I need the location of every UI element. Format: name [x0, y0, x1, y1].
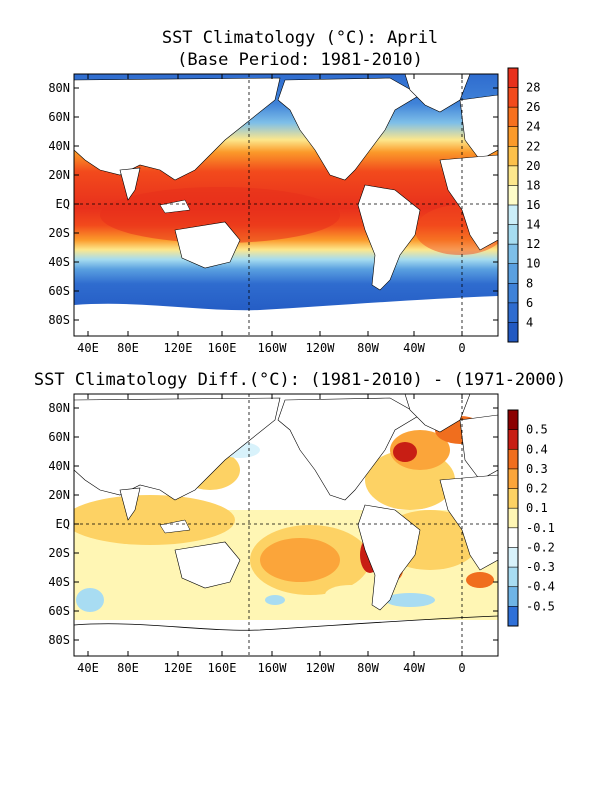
lon-label: 80W — [357, 341, 379, 355]
lon-label: 0 — [458, 661, 465, 675]
colorbar-swatch — [508, 205, 518, 226]
lon-label: 160E — [208, 661, 237, 675]
bottom-colorbar: 0.5 0.4 0.3 0.2 0.1 -0.1 -0.2 -0.3 -0.4 -0.5 — [507, 409, 555, 627]
lon-label: 0 — [458, 341, 465, 355]
top-map-axes: 80N 60N 40N 20N EQ 20S 40S 60S 80S 40E 80E 120E 160E… — [48, 74, 498, 355]
colorbar-label: 18 — [526, 178, 540, 192]
colorbar-label: 14 — [526, 218, 540, 232]
colorbar-swatch — [508, 468, 518, 490]
colorbar-label: 0.4 — [526, 442, 548, 456]
colorbar-swatch — [508, 429, 518, 450]
colorbar-swatch — [508, 68, 518, 89]
lon-label: 120E — [164, 661, 193, 675]
lat-label: 80S — [48, 313, 70, 327]
colorbar-swatch — [508, 547, 518, 568]
top-colorbar: 28 26 24 22 20 18 16 14 12 10 8 6 4 — [507, 67, 540, 343]
lat-label: 20N — [48, 488, 70, 502]
lat-label: 40N — [48, 139, 70, 153]
colorbar-swatch — [508, 410, 518, 431]
colorbar-swatch — [508, 263, 518, 284]
top-map-title: SST Climatology (°C): April — [161, 28, 439, 48]
colorbar-swatch — [508, 567, 518, 588]
colorbar-swatch — [508, 224, 518, 245]
lon-label: 40E — [77, 341, 99, 355]
bottom-map-axes: 80N 60N 40N 20N EQ 20S 40S 60S 80S 40E 80E 120E 160E… — [48, 394, 498, 675]
lat-label: 80S — [48, 633, 70, 647]
colorbar-label: 12 — [526, 237, 540, 251]
lat-label: 40N — [48, 459, 70, 473]
colorbar-swatch — [508, 606, 518, 627]
colorbar-label: 22 — [526, 139, 540, 153]
lon-label: 80E — [117, 661, 139, 675]
colorbar-swatch — [508, 302, 518, 323]
colorbar-frame — [507, 409, 519, 627]
colorbar-label: -0.2 — [526, 540, 555, 554]
colorbar-label: 0.1 — [526, 501, 548, 515]
bottom-map-title: SST Climatology Diff.(°C): (1981-2010) -… — [33, 370, 567, 390]
colorbar-label: 28 — [526, 81, 540, 95]
lon-label: 80W — [357, 661, 379, 675]
colorbar-label: -0.1 — [526, 521, 555, 535]
colorbar-label: 26 — [526, 100, 540, 114]
lat-label: 60S — [48, 284, 70, 298]
colorbar-swatch — [508, 527, 518, 548]
colorbar-label: -0.4 — [526, 580, 555, 594]
lon-label: 120W — [306, 661, 336, 675]
lat-label: EQ — [56, 517, 70, 531]
colorbar-swatch — [508, 322, 518, 343]
colorbar-label: 8 — [526, 276, 533, 290]
top-map: 80N 60N 40N 20N EQ 20S 40S 60S 80S 40E 80E 120E 160E… — [48, 73, 499, 355]
colorbar-label: -0.5 — [526, 599, 555, 613]
colorbar-label: 6 — [526, 296, 533, 310]
lon-label: 80E — [117, 341, 139, 355]
lon-label: 40W — [403, 661, 425, 675]
lat-label: EQ — [56, 197, 70, 211]
lat-label: 80N — [48, 81, 70, 95]
lat-label: 40S — [48, 255, 70, 269]
lat-label: 20S — [48, 546, 70, 560]
colorbar-swatch — [508, 449, 518, 470]
colorbar-label: 0.5 — [526, 423, 548, 437]
colorbar-swatch — [508, 586, 518, 607]
top-map-subtitle: (Base Period: 1981-2010) — [177, 50, 423, 70]
lon-label: 40W — [403, 341, 425, 355]
lon-label: 120W — [306, 341, 336, 355]
lat-label: 40S — [48, 575, 70, 589]
lat-label: 60N — [48, 110, 70, 124]
lon-label: 160W — [258, 341, 288, 355]
lon-label: 40E — [77, 661, 99, 675]
colorbar-swatch — [508, 508, 518, 529]
colorbar-swatch — [508, 126, 518, 147]
colorbar-swatch — [508, 165, 518, 186]
colorbar-label: 16 — [526, 198, 540, 212]
colorbar-swatch — [508, 87, 518, 108]
colorbar-swatch — [508, 107, 518, 128]
bottom-map: 80N 60N 40N 20N EQ 20S 40S 60S 80S 40E 80E 120E 160E… — [48, 393, 499, 675]
lat-label: 80N — [48, 401, 70, 415]
colorbar-swatch — [508, 185, 518, 206]
lat-label: 60S — [48, 604, 70, 618]
lat-label: 60N — [48, 430, 70, 444]
lon-label: 120E — [164, 341, 193, 355]
colorbar-label: 10 — [526, 257, 540, 271]
colorbar-label: 24 — [526, 120, 540, 134]
lon-label: 160W — [258, 661, 288, 675]
colorbar-label: 0.3 — [526, 462, 548, 476]
colorbar-label: -0.3 — [526, 560, 555, 574]
colorbar-label: 20 — [526, 159, 540, 173]
lon-label: 160E — [208, 341, 237, 355]
colorbar-swatch — [508, 244, 518, 265]
colorbar-swatch — [508, 283, 518, 304]
colorbar-swatch — [508, 146, 518, 167]
lat-label: 20N — [48, 168, 70, 182]
colorbar-label: 4 — [526, 315, 533, 329]
colorbar-label: 0.2 — [526, 482, 548, 496]
colorbar-swatch — [508, 488, 518, 509]
lat-label: 20S — [48, 226, 70, 240]
